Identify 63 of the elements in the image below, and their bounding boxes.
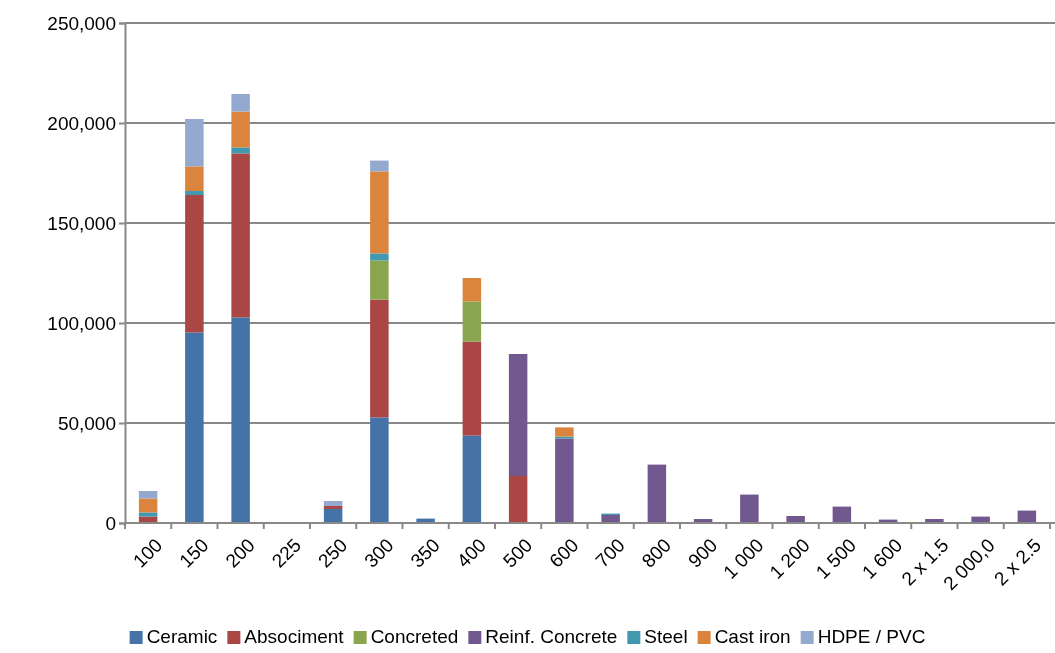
y-tick-label: 150,000: [47, 212, 116, 234]
x-tick-label: 500: [499, 534, 537, 572]
y-tick-label: 0: [105, 512, 116, 534]
bar: [323, 509, 343, 523]
bar: [740, 494, 759, 523]
bar: [601, 515, 620, 523]
bar: [231, 317, 250, 523]
x-tick-label: 400: [452, 534, 491, 572]
x-tick-label: 900: [684, 534, 722, 572]
bar: [647, 464, 667, 523]
x-tick-label: 300: [360, 534, 398, 572]
bar: [462, 301, 482, 342]
bar: [138, 512, 158, 517]
bar: [231, 153, 250, 318]
bar: [231, 94, 250, 112]
y-tick-label: 100,000: [47, 312, 116, 334]
bar: [508, 476, 528, 523]
x-tick-label: 250: [314, 534, 352, 572]
x-tick-label: 700: [591, 534, 629, 572]
bar: [370, 171, 389, 254]
x-tick-label: 225: [267, 534, 306, 572]
x-tick-label: 350: [406, 534, 444, 572]
x-tick-label: 1 200: [765, 534, 814, 583]
bar: [185, 332, 204, 523]
legend-label: Reinf. Concrete: [485, 626, 618, 647]
x-tick-label: 150: [175, 534, 213, 572]
bar: [185, 191, 204, 195]
bar: [555, 438, 574, 523]
bar: [370, 299, 389, 418]
legend-label: Concreted: [370, 626, 459, 647]
bar: [508, 354, 528, 476]
bar: [231, 111, 250, 148]
bar: [370, 160, 389, 172]
bar: [323, 501, 343, 506]
legend-label: Cast iron: [714, 626, 791, 647]
y-tick-label: 200,000: [47, 112, 116, 134]
bar: [185, 195, 204, 333]
bar: [185, 119, 204, 167]
x-tick-label: 100: [129, 534, 167, 572]
bar: [462, 435, 482, 523]
x-tick-label: 1 000: [719, 534, 768, 583]
y-tick-label: 50,000: [57, 412, 116, 434]
legend-label: HDPE / PVC: [817, 626, 926, 647]
x-tick-label: 800: [637, 534, 676, 572]
bar: [555, 436, 574, 439]
x-tick-label: 1 500: [811, 534, 861, 583]
bar: [555, 427, 574, 437]
bar: [138, 491, 158, 499]
bar: [370, 260, 389, 300]
bar: [462, 278, 482, 302]
bar: [462, 341, 482, 436]
bar: [231, 147, 250, 154]
bar: [185, 166, 204, 191]
bar: [370, 253, 389, 261]
bar: [323, 506, 343, 509]
legend-label: Absociment: [244, 626, 345, 647]
bar: [370, 417, 389, 523]
x-tick-label: 600: [545, 534, 583, 572]
legend-label: Steel: [644, 626, 688, 647]
x-tick-label: 200: [221, 534, 259, 572]
bar: [138, 498, 158, 513]
legend-label: Ceramic: [146, 626, 218, 647]
y-tick-label: 250,000: [47, 12, 116, 34]
